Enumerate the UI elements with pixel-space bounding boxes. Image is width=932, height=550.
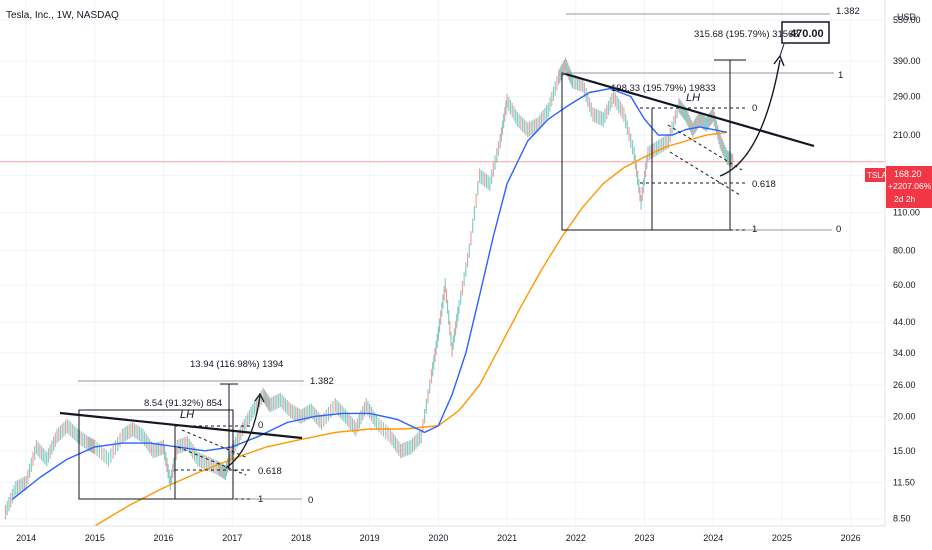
annotation-labels: 470.00 315.68 (195.79%) 31568 198.33 (19… (144, 6, 860, 506)
fib-2017-1382: 1.382 (310, 376, 334, 387)
box-2015 (78, 409, 234, 500)
y-tick-label: 34.00 (893, 348, 916, 358)
y-tick-label: 390.00 (893, 56, 921, 66)
projection-arrow-2024 (719, 59, 781, 177)
y-tick-label: 44.00 (893, 317, 916, 327)
projection-arrow-2017 (225, 395, 261, 469)
y-tick-label: 11.50 (893, 478, 915, 488)
symbol-tag: TSLA (867, 171, 888, 180)
price-badge-bg (886, 166, 932, 208)
x-tick-label: 2016 (154, 533, 174, 543)
ma-orange-line (94, 131, 728, 527)
chart-legend[interactable]: Tesla, Inc., 1W, NASDAQ (6, 10, 119, 21)
drawings-layer (59, 13, 834, 500)
fib-2023-1: 1 (752, 224, 757, 235)
lh-label-2016: LH (180, 409, 194, 421)
channel-2023-b (669, 151, 741, 196)
current-price-countdown: 2d 2h (894, 194, 916, 204)
x-tick-label: 2024 (703, 533, 723, 543)
current-price-change: +2207.06% (888, 181, 932, 191)
y-tick-label: 290.00 (893, 92, 921, 102)
y-tick-label: 15.00 (893, 446, 916, 456)
projection-arrowhead-2017 (254, 392, 265, 403)
x-tick-label: 2021 (497, 533, 517, 543)
fib-2016-1: 1 (258, 494, 263, 505)
x-tick-label: 2025 (772, 533, 792, 543)
y-tick-label: 80.00 (893, 246, 916, 256)
current-price-label: 168.20 (894, 169, 922, 179)
measure-2023-label: 198.33 (195.79%) 19833 (611, 83, 716, 94)
y-tick-label: 26.00 (893, 380, 916, 390)
fib-2016-0618: 0.618 (258, 466, 282, 477)
y-tick-label: 20.00 (893, 411, 916, 421)
x-tick-label: 2017 (222, 533, 242, 543)
x-tick-label: 2026 (841, 533, 861, 543)
x-tick-label: 2019 (360, 533, 380, 543)
target-label: 470.00 (790, 28, 824, 40)
x-tick-label: 2014 (16, 533, 36, 543)
target-pointer (779, 43, 785, 57)
measure-2017-label: 13.94 (116.98%) 1394 (190, 359, 283, 370)
fib-2015-0: 0 (308, 495, 313, 506)
fib-2023-0618: 0.618 (752, 179, 776, 190)
fib-2022-0: 0 (836, 224, 841, 235)
channel-2016-b (177, 446, 247, 476)
measure-2016-label: 8.54 (91.32%) 854 (144, 398, 222, 409)
trend-line-2022 (561, 71, 815, 148)
x-tick-label: 2020 (428, 533, 448, 543)
x-tick-label: 2022 (566, 533, 586, 543)
symbol-tag-bg (865, 168, 885, 182)
time-axis[interactable]: 2014 2015 2016 2017 2018 2019 2020 2021 2022 2023… (16, 533, 861, 543)
currency-label: USD (897, 12, 917, 22)
fib-2016-0: 0 (258, 420, 263, 431)
lh-label-2023: LH (686, 92, 700, 104)
y-tick-label: 8.50 (893, 514, 911, 524)
ma-blue-line (11, 87, 728, 500)
fib-2023-0: 0 (752, 103, 757, 114)
channel-2023-a (667, 124, 743, 171)
x-tick-label: 2018 (291, 533, 311, 543)
current-price-badge: TSLA 168.20 +2207.06% 2d 2h (865, 166, 932, 208)
y-tick-label: 550.00 (893, 15, 921, 25)
x-tick-label: 2015 (85, 533, 105, 543)
fib-2022-1382: 1.382 (836, 6, 860, 17)
x-tick-label: 2023 (635, 533, 655, 543)
measure-2024-label: 315.68 (195.79%) 31568 (694, 29, 799, 40)
y-tick-label: 60.00 (893, 280, 916, 290)
y-tick-label: 210.00 (893, 130, 921, 140)
target-box[interactable] (781, 21, 830, 44)
fib-2022-1: 1 (838, 70, 843, 81)
y-tick-label: 110.00 (893, 207, 920, 217)
